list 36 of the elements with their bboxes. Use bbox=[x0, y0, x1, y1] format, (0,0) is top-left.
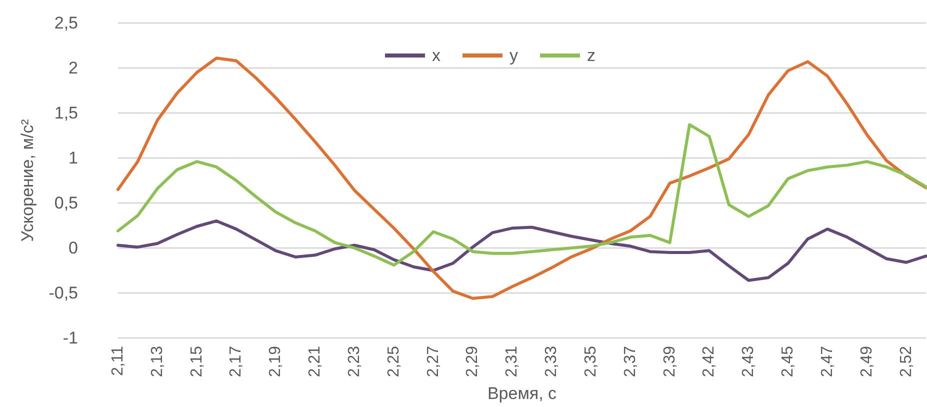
x-tick-label: 2,13 bbox=[148, 346, 166, 378]
x-tick-label: 2,43 bbox=[740, 346, 758, 378]
legend-label: z bbox=[587, 46, 596, 65]
legend-label: x bbox=[432, 46, 441, 65]
y-tick-label: 1,5 bbox=[54, 103, 78, 122]
x-axis-title: Время, с bbox=[487, 384, 558, 403]
x-tick-label: 2,23 bbox=[346, 346, 363, 378]
y-tick-label: 2 bbox=[68, 58, 78, 78]
x-tick-label: 2,29 bbox=[464, 346, 482, 378]
x-tick-label: 2,19 bbox=[267, 346, 284, 378]
x-tick-label: 2,27 bbox=[424, 346, 442, 378]
x-tick-label: 2,39 bbox=[661, 346, 678, 378]
y-tick-label: -0,5 bbox=[48, 283, 78, 302]
x-tick-label: 2,52 bbox=[898, 346, 915, 378]
y-tick-label: 1 bbox=[68, 148, 78, 168]
x-tick-label: 2,11 bbox=[110, 346, 126, 376]
x-tick-label: 2,47 bbox=[818, 346, 836, 378]
y-axis-title: Ускорение, м/с² bbox=[18, 118, 37, 242]
y-tick-label: 2,5 bbox=[54, 14, 78, 32]
x-tick-label: 2,25 bbox=[385, 346, 402, 378]
legend-label: y bbox=[510, 46, 518, 65]
x-tick-label: 2,35 bbox=[582, 346, 600, 378]
x-tick-label: 2,21 bbox=[306, 346, 324, 378]
x-tick-label: 2,33 bbox=[543, 346, 560, 378]
line-series bbox=[116, 219, 927, 282]
x-tick-label: 2,37 bbox=[622, 346, 639, 378]
y-tick-label: 0 bbox=[68, 238, 78, 258]
x-tick-label: 2,15 bbox=[188, 346, 206, 378]
x-tick-label: 2,31 bbox=[504, 346, 521, 378]
x-tick-label: 2,42 bbox=[700, 346, 718, 378]
y-tick-label: 0,5 bbox=[54, 193, 78, 212]
x-tick-label: 2,17 bbox=[228, 346, 245, 378]
line-series bbox=[116, 123, 927, 267]
x-tick-label: 2,45 bbox=[780, 346, 797, 378]
x-tick-label: 2,49 bbox=[858, 346, 876, 378]
y-tick-label: -1 bbox=[62, 328, 78, 348]
